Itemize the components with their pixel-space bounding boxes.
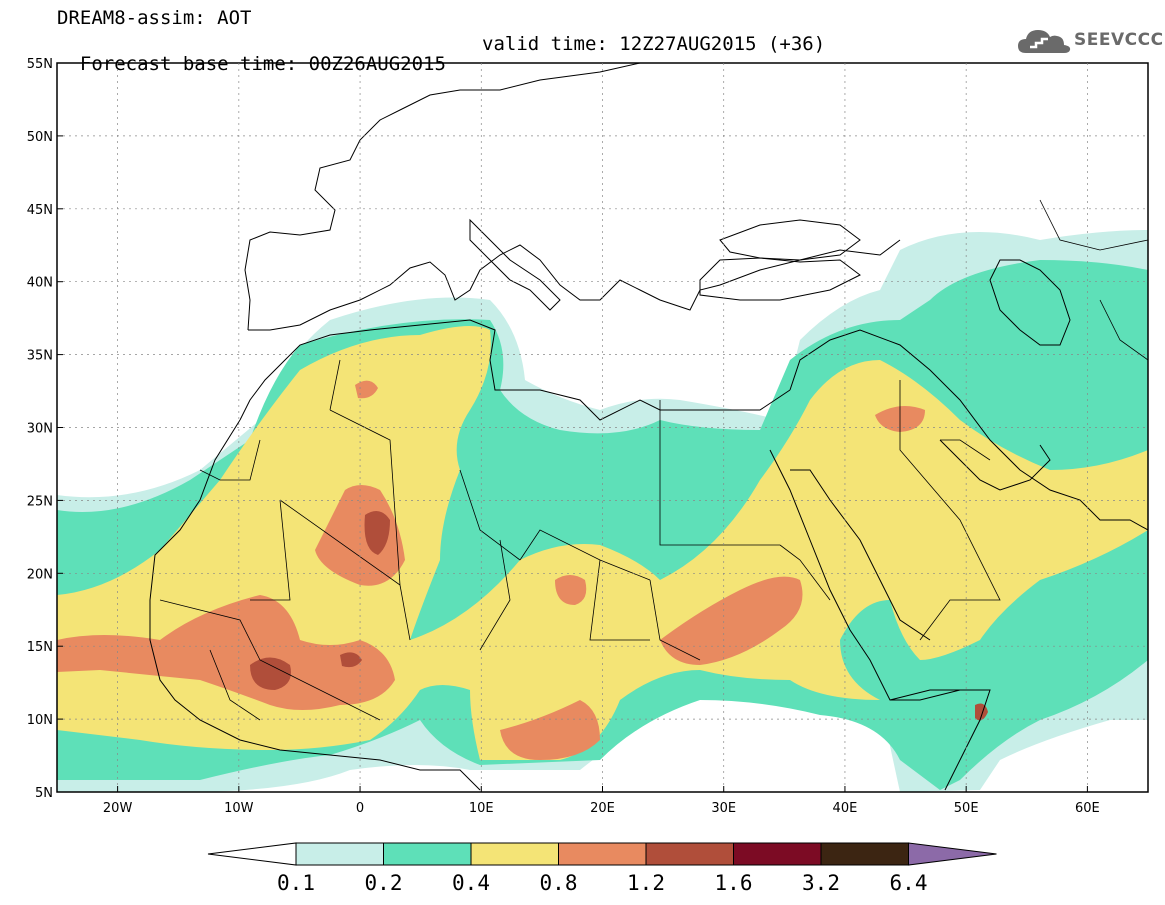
base-time-label: Forecast base time: 00Z26AUG2015 valid t… <box>57 34 825 94</box>
colorbar-arrow-high <box>908 842 997 866</box>
lon-label: 50E <box>954 801 979 816</box>
lat-label: 40N <box>27 276 53 291</box>
gridlines <box>57 63 1148 792</box>
colorbar <box>207 842 997 866</box>
aot-contour-1.2-b <box>250 657 291 690</box>
coastline-italy <box>469 218 561 311</box>
lat-label: 15N <box>27 640 53 655</box>
lon-label: 10W <box>224 801 254 816</box>
lat-label: 30N <box>27 422 53 437</box>
colorbar-segment <box>295 842 384 866</box>
lat-label: 10N <box>27 713 53 728</box>
aot-contour-0.8-d <box>500 700 600 760</box>
lat-label: 50N <box>27 130 53 145</box>
coastline-horn <box>889 689 991 791</box>
colorbar-label: 0.1 <box>277 871 315 895</box>
aot-contour-0.8 <box>57 595 395 710</box>
colorbar-label: 6.4 <box>889 871 928 895</box>
border-lines <box>159 199 1148 721</box>
coastline-persian-gulf <box>939 439 1051 491</box>
lon-label: 20E <box>590 801 615 816</box>
logo-text: SEEVCCC <box>1074 30 1164 50</box>
coastlines-borders <box>149 63 1148 791</box>
colorbar-segment <box>645 842 734 866</box>
map-title: DREAM8-assim: AOT <box>57 7 252 29</box>
coastline-black-sea <box>719 219 861 261</box>
colorbar-label: 3.2 <box>802 871 840 895</box>
colorbar-segment <box>820 842 909 866</box>
lat-label: 45N <box>27 203 53 218</box>
seevccc-logo: SEEVCCC <box>1016 25 1163 57</box>
aot-contour-0.8-c <box>660 576 803 665</box>
aot-contour-0.8-g <box>355 380 378 399</box>
colorbar-label: 0.8 <box>539 871 578 895</box>
aot-contour-0.8-e <box>555 575 587 605</box>
lat-label: 35N <box>27 349 53 364</box>
aot-field <box>57 230 1148 792</box>
coastline-caspian <box>989 259 1071 346</box>
coastline-north-africa <box>239 319 791 421</box>
longitude-labels: 20W 10W 0 10E 20E 30E 40E 50E 60E <box>103 786 1100 816</box>
coastline-turkey <box>699 257 861 301</box>
coastline-europe <box>244 63 901 331</box>
valid-time-text: valid time: 12Z27AUG2015 (+36) <box>482 33 826 55</box>
lat-label: 55N <box>27 57 53 72</box>
lon-label: 0 <box>356 801 364 816</box>
lon-label: 10E <box>469 801 494 816</box>
colorbar-label: 0.2 <box>364 871 403 895</box>
lat-label: 20N <box>27 567 53 582</box>
lat-label: 25N <box>27 494 53 509</box>
coastline-arabia <box>789 329 1148 531</box>
colorbar-segment <box>383 842 472 866</box>
colorbar-segment <box>558 842 647 866</box>
colorbar-arrow-low <box>207 842 297 866</box>
aot-contour-0.8-b <box>315 485 405 586</box>
colorbar-label: 0.4 <box>452 871 490 895</box>
lon-label: 40E <box>833 801 858 816</box>
colorbar-label: 1.6 <box>714 871 753 895</box>
lat-label: 5N <box>35 786 53 801</box>
latitude-labels: 55N 50N 45N 40N 35N 30N 25N 20N 15N 10N 5N <box>27 57 63 801</box>
colorbar-label: 1.2 <box>627 871 665 895</box>
aot-contour-1.2-c <box>340 652 362 668</box>
coastline-red-sea <box>769 449 990 701</box>
lon-label: 20W <box>103 801 133 816</box>
coastline-west-africa <box>149 419 481 791</box>
colorbar-segment <box>470 842 559 866</box>
aot-contour-1.2 <box>364 511 390 555</box>
base-time-text: Forecast base time: 00Z26AUG2015 <box>79 53 446 75</box>
lon-label: 30E <box>711 801 736 816</box>
lon-label: 60E <box>1075 801 1100 816</box>
aot-contour-1.2-d <box>975 703 988 721</box>
cloud-icon <box>1018 30 1071 53</box>
colorbar-segment <box>733 842 822 866</box>
